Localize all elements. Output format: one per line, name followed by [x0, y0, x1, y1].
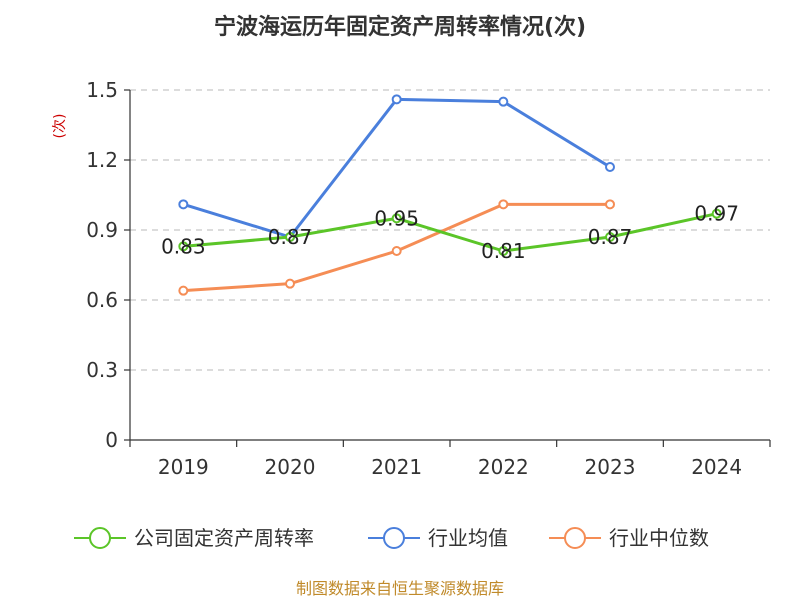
legend-item[interactable]: 公司固定资产周转率 — [74, 526, 314, 550]
x-tick-label: 2023 — [585, 455, 636, 479]
data-label: 0.83 — [161, 234, 206, 258]
data-point — [605, 199, 615, 210]
x-tick-label: 2020 — [265, 455, 316, 479]
data-point — [391, 213, 402, 224]
y-tick-label: 0.6 — [86, 288, 118, 312]
data-label: 0.87 — [268, 225, 313, 249]
source-note: 制图数据来自恒生聚源数据库 — [296, 579, 504, 598]
data-point — [498, 96, 509, 107]
data-point — [391, 246, 402, 256]
data-point — [285, 232, 295, 242]
y-tick-label: 0.9 — [86, 218, 118, 242]
data-label: 0.81 — [481, 239, 526, 263]
y-axis-unit-label: (次) — [52, 114, 68, 139]
data-point — [711, 208, 722, 219]
data-point — [605, 162, 615, 172]
data-point — [391, 94, 402, 105]
x-tick-label: 2019 — [158, 455, 209, 479]
legend-label: 行业中位数 — [609, 526, 709, 550]
legend-swatch-marker — [383, 527, 405, 549]
data-point — [498, 199, 509, 210]
y-tick-label: 0 — [105, 428, 118, 452]
data-point — [178, 241, 189, 252]
x-tick-label: 2024 — [691, 455, 742, 479]
data-point — [285, 278, 295, 289]
legend-item[interactable]: 行业均值 — [368, 526, 508, 550]
y-tick-label: 0.3 — [86, 358, 118, 382]
x-tick-label: 2021 — [371, 455, 422, 479]
data-point — [498, 246, 509, 256]
legend-label: 行业均值 — [428, 526, 508, 550]
legend-label: 公司固定资产周转率 — [134, 526, 314, 550]
x-tick-label: 2022 — [478, 455, 529, 479]
legend-item[interactable]: 行业中位数 — [549, 526, 709, 550]
y-tick-label: 1.5 — [86, 78, 118, 102]
y-tick-label: 1.2 — [86, 148, 118, 172]
series-line — [183, 212, 717, 253]
legend-swatch-marker — [564, 527, 586, 549]
legend-swatch-marker — [89, 527, 111, 549]
data-point — [178, 199, 189, 210]
data-labels: 0.83 0.87 0.95 0.81 0.87 0.97 — [161, 202, 739, 263]
data-point — [178, 285, 189, 296]
data-label: 0.97 — [694, 202, 739, 226]
data-point — [605, 232, 615, 242]
legend: 公司固定资产周转率 行业均值 行业中位数 — [74, 526, 709, 550]
axes: 0 0.3 0.6 0.9 1.2 1.5 2019 2020 2021 2022 2023 2024 — [86, 78, 771, 479]
data-label: 0.87 — [588, 225, 633, 249]
series-lines — [178, 94, 722, 296]
grid-lines — [130, 89, 770, 371]
chart-title: 宁波海运历年固定资产周转率情况(次) — [214, 14, 586, 40]
data-label: 0.95 — [374, 206, 419, 230]
